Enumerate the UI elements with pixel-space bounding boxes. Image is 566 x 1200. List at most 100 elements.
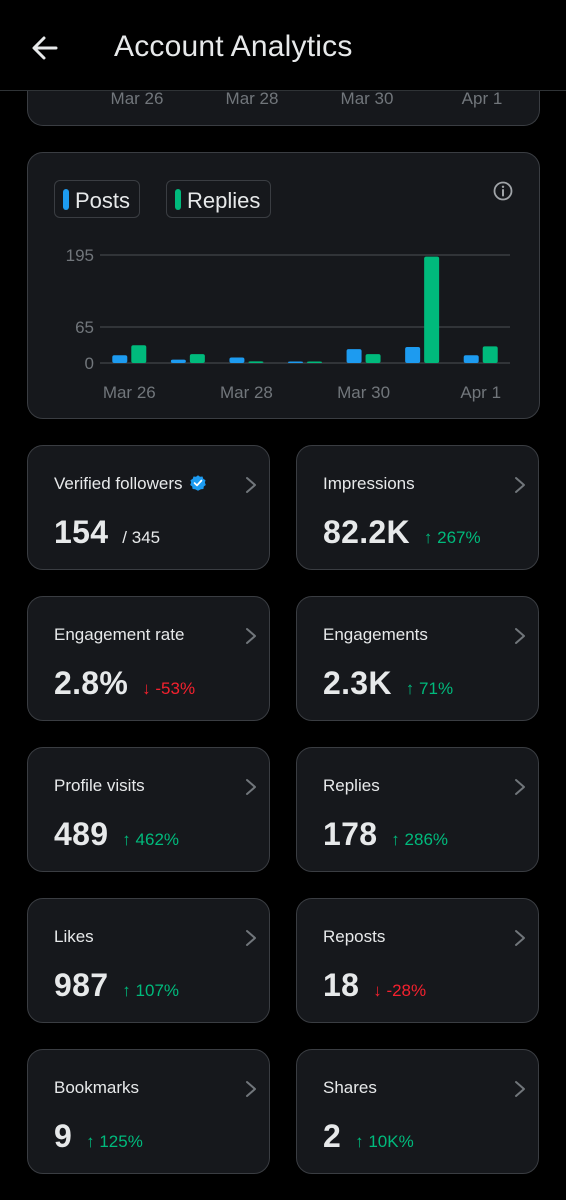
posts-bar (288, 361, 303, 363)
stat-change: ↑ 71% (406, 679, 453, 699)
stat-value-row: 2.3K ↑ 71% (323, 665, 453, 702)
stat-change: ↑ 125% (86, 1132, 143, 1152)
replies-bar (307, 361, 322, 363)
stat-change-value: 125% (99, 1132, 143, 1151)
stat-change: ↑ 267% (424, 528, 481, 548)
stat-change-value: 10K% (368, 1132, 414, 1151)
stat-value: 987 (54, 967, 109, 1003)
stat-label: Engagement rate (54, 625, 184, 645)
posts-swatch (63, 189, 69, 210)
stat-card[interactable]: Profile visits 489 ↑ 462% (27, 747, 270, 872)
stat-label-text: Verified followers (54, 474, 183, 493)
stat-change-value: 286% (404, 830, 449, 849)
chevron-right-icon (515, 1081, 525, 1097)
stat-change: ↓ -28% (373, 981, 426, 1001)
stat-value-row: 154 / 345 (54, 514, 160, 551)
stat-change-value: 462% (135, 830, 180, 849)
x-tick-label: Mar 28 (220, 383, 273, 402)
bar-chart: 0 65 195 Mar 26 Mar 28 Mar 30 Apr 1 (66, 246, 510, 402)
stat-value: 18 (323, 967, 360, 1003)
stat-label: Engagements (323, 625, 428, 645)
stat-label-text: Shares (323, 1078, 377, 1097)
x-tick-label: Mar 30 (337, 383, 390, 402)
arrow-down-icon: ↓ (373, 981, 387, 1000)
posts-bar (463, 355, 479, 363)
stat-card[interactable]: Verified followers 154 / 345 (27, 445, 270, 570)
stat-value: 2 (323, 1118, 342, 1154)
chevron-right-icon (246, 477, 256, 493)
stat-value-row: 2 ↑ 10K% (323, 1118, 414, 1155)
posts-bar (346, 349, 362, 363)
stat-label-text: Replies (323, 776, 380, 795)
arrow-up-icon: ↑ (122, 830, 136, 849)
stat-label: Verified followers (54, 474, 207, 494)
legend-replies-toggle[interactable]: Replies (166, 180, 271, 218)
stat-value-row: 82.2K ↑ 267% (323, 514, 481, 551)
stat-value-row: 987 ↑ 107% (54, 967, 179, 1004)
stat-value-row: 9 ↑ 125% (54, 1118, 143, 1155)
stat-value: 82.2K (323, 514, 410, 550)
stat-change-value: 71% (419, 679, 454, 698)
stat-label: Bookmarks (54, 1078, 139, 1098)
info-icon (493, 181, 513, 201)
arrow-up-icon: ↑ (391, 830, 405, 849)
x-axis-label: Mar 30 (340, 89, 394, 108)
replies-bar (189, 354, 205, 363)
stat-card[interactable]: Likes 987 ↑ 107% (27, 898, 270, 1023)
y-tick-label: 65 (75, 318, 94, 337)
y-tick-label: 0 (85, 354, 94, 373)
stat-value: 2.3K (323, 665, 392, 701)
stat-change-value: -53% (155, 679, 196, 698)
stat-value: 154 (54, 514, 109, 550)
replies-bar (365, 354, 381, 363)
stat-label-text: Engagements (323, 625, 428, 644)
back-button[interactable] (28, 30, 62, 64)
stat-label-text: Likes (54, 927, 94, 946)
stat-label: Likes (54, 927, 94, 947)
arrow-up-icon: ↑ (423, 528, 438, 547)
stat-change: ↑ 462% (122, 830, 179, 850)
stat-card[interactable]: Impressions 82.2K ↑ 267% (296, 445, 539, 570)
stat-value-row: 489 ↑ 462% (54, 816, 179, 853)
verified-badge-icon (189, 475, 206, 491)
legend-label: Posts (75, 188, 131, 213)
stat-value: 9 (54, 1118, 73, 1154)
back-arrow-icon (32, 36, 58, 60)
chevron-right-icon (246, 930, 256, 946)
x-axis-label: Apr 1 (461, 89, 503, 108)
chevron-right-icon (515, 930, 525, 946)
chevron-right-icon (515, 779, 525, 795)
posts-bar (112, 355, 128, 363)
chevron-right-icon (246, 628, 256, 644)
stat-card[interactable]: Shares 2 ↑ 10K% (296, 1049, 539, 1174)
replies-swatch (175, 189, 181, 210)
x-axis-label: Mar 26 (110, 89, 164, 108)
legend-posts-toggle[interactable]: Posts (54, 180, 140, 218)
stat-value-row: 18 ↓ -28% (323, 967, 426, 1004)
stat-card[interactable]: Reposts 18 ↓ -28% (296, 898, 539, 1023)
posts-bar (229, 357, 245, 363)
stat-label-text: Bookmarks (54, 1078, 140, 1097)
stat-label: Shares (323, 1078, 377, 1098)
stat-change-value: -28% (386, 981, 427, 1000)
stat-value: 489 (54, 816, 109, 852)
arrow-up-icon: ↑ (122, 981, 136, 1000)
stat-card[interactable]: Replies 178 ↑ 286% (296, 747, 539, 872)
stat-label-text: Impressions (323, 474, 415, 493)
stat-value-row: 178 ↑ 286% (323, 816, 448, 853)
legend-label: Replies (187, 188, 261, 213)
arrow-down-icon: ↓ (142, 679, 156, 698)
stat-change: ↑ 107% (122, 981, 179, 1001)
stat-label-text: Engagement rate (54, 625, 185, 644)
stat-change: ↑ 286% (391, 830, 448, 850)
stat-value: 2.8% (54, 665, 129, 701)
stat-card[interactable]: Bookmarks 9 ↑ 125% (27, 1049, 270, 1174)
top-app-bar: Account Analytics (0, 0, 566, 91)
stat-card[interactable]: Engagement rate 2.8% ↓ -53% (27, 596, 270, 721)
stat-change-value: 267% (437, 528, 481, 547)
stat-card[interactable]: Engagements 2.3K ↑ 71% (296, 596, 539, 721)
stat-label: Replies (323, 776, 380, 796)
arrow-up-icon: ↑ (405, 679, 420, 698)
info-button[interactable] (492, 180, 514, 202)
chevron-right-icon (515, 477, 525, 493)
